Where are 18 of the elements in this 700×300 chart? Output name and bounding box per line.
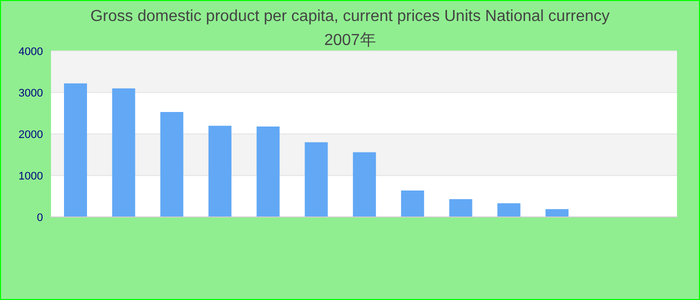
bar (449, 199, 472, 217)
bar (352, 152, 376, 217)
bar (304, 142, 328, 217)
y-tick-label: 0 (36, 212, 43, 224)
bar (497, 203, 520, 217)
bar (401, 190, 424, 217)
y-tick-label: 2000 (18, 128, 43, 141)
bar (546, 209, 569, 217)
chart-subtitle: 2007年 (324, 32, 376, 49)
y-tick-label: 4000 (18, 46, 43, 58)
bar (64, 83, 87, 217)
y-tick-label: 3000 (18, 87, 43, 100)
bar (160, 112, 184, 217)
y-tick-label: 1000 (18, 170, 43, 182)
bar (208, 126, 232, 217)
chart-title: Gross domestic product per capita, current prices Units National currency (89, 7, 611, 27)
bar (256, 126, 280, 217)
bar (112, 88, 136, 217)
